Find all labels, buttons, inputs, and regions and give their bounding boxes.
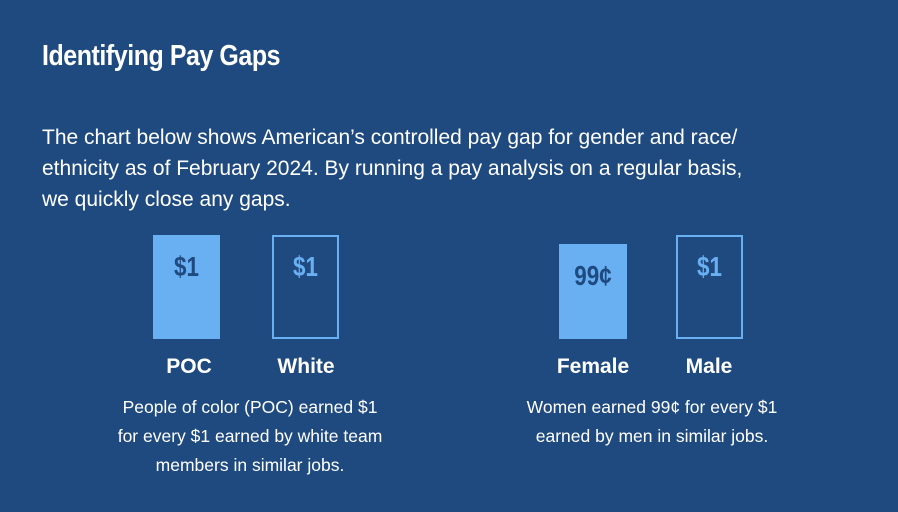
value-label: $1	[293, 251, 318, 282]
description-line: for every $1 earned by white team	[117, 426, 383, 446]
bar: $1	[676, 235, 743, 339]
value-label: $1	[697, 251, 722, 282]
bar: $1	[272, 235, 339, 339]
intro-line: The chart below shows American’s control…	[42, 126, 738, 149]
value-label: 99¢	[574, 260, 612, 291]
description-line: members in similar jobs.	[155, 455, 345, 475]
bar: 99¢	[559, 244, 627, 339]
bar: $1	[153, 235, 220, 339]
description-line: earned by men in similar jobs.	[535, 426, 769, 446]
description-line: Women earned 99¢ for every $1	[526, 397, 778, 417]
intro-line: we quickly close any gaps.	[42, 188, 291, 211]
description-line: People of color (POC) earned $1	[122, 397, 378, 417]
intro-line: ethnicity as of February 2024. By runnin…	[42, 157, 743, 180]
item-label: White	[277, 355, 335, 378]
item-label: POC	[166, 355, 212, 378]
value-label: $1	[174, 251, 199, 282]
item-label: Female	[556, 355, 630, 378]
item-label: Male	[685, 355, 733, 378]
title: Identifying Pay Gaps	[42, 40, 281, 72]
